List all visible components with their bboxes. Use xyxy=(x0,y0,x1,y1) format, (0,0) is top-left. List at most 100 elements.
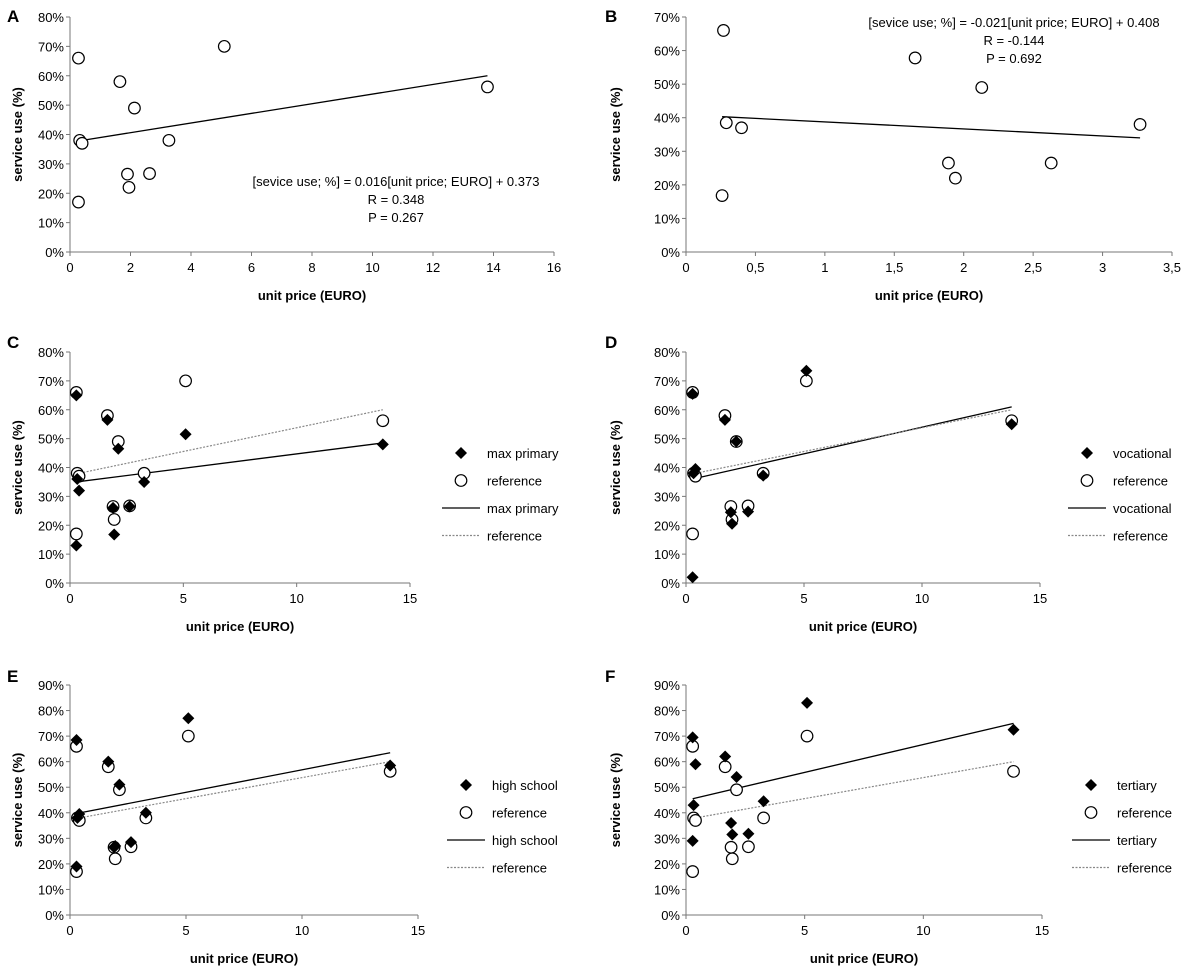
y-tick-label: 70% xyxy=(654,729,680,744)
x-tick-label: 5 xyxy=(180,591,187,606)
regression-annotation: [sevice use; %] = 0.016[unit price; EURO… xyxy=(253,174,540,189)
data-point-diamond xyxy=(70,733,83,746)
data-point-circle xyxy=(1007,764,1020,778)
y-tick-label: 50% xyxy=(654,780,680,795)
data-point-circle xyxy=(69,527,83,541)
data-point-diamond xyxy=(719,750,732,763)
data-point-diamond xyxy=(800,364,813,377)
y-tick-label: 60% xyxy=(38,69,64,84)
x-tick-label: 15 xyxy=(1035,923,1049,938)
y-tick-label: 40% xyxy=(38,128,64,143)
data-point-circle xyxy=(75,136,89,150)
x-axis-title: unit price (EURO) xyxy=(258,288,366,303)
data-point-circle xyxy=(1133,118,1147,131)
panel-label: E xyxy=(7,667,18,686)
x-tick-label: 3,5 xyxy=(1163,260,1181,275)
data-point-diamond xyxy=(742,505,755,518)
data-point-circle xyxy=(908,51,922,65)
x-tick-label: 1 xyxy=(821,260,828,275)
y-tick-label: 30% xyxy=(654,144,680,159)
data-point-diamond xyxy=(182,712,195,725)
y-tick-label: 90% xyxy=(654,678,680,693)
data-point-diamond xyxy=(757,795,770,808)
y-tick-label: 40% xyxy=(654,111,680,126)
x-tick-label: 5 xyxy=(182,923,189,938)
data-point-diamond xyxy=(138,475,151,488)
regression-annotation: P = 0.267 xyxy=(368,210,424,225)
y-axis-title: service use (%) xyxy=(608,753,623,848)
x-tick-label: 15 xyxy=(403,591,417,606)
legend-circle-marker xyxy=(454,474,468,487)
y-tick-label: 20% xyxy=(654,857,680,872)
legend-label: reference xyxy=(487,474,542,489)
legend-label: high school xyxy=(492,778,558,793)
data-point-circle xyxy=(975,81,989,94)
data-point-diamond xyxy=(686,571,699,584)
data-point-diamond xyxy=(742,827,755,840)
y-axis-title: service use (%) xyxy=(608,420,623,515)
y-axis-title: service use (%) xyxy=(10,420,25,515)
data-point-circle xyxy=(730,783,743,797)
regression-annotation: R = 0.348 xyxy=(368,192,425,207)
panel-c: C 0% 10% 20% 30% 40% 50% 60% 70% 80% 0 5 10 15 unit pr… xyxy=(7,333,559,634)
y-tick-label: 0% xyxy=(45,908,64,923)
data-point-circle xyxy=(481,80,494,94)
legend-label: max primary xyxy=(487,501,559,516)
y-axis-title: service use (%) xyxy=(10,87,25,182)
x-tick-label: 0 xyxy=(66,591,73,606)
y-tick-label: 60% xyxy=(654,44,680,59)
data-point-diamond xyxy=(689,758,702,771)
data-point-diamond xyxy=(101,413,114,426)
x-tick-label: 0 xyxy=(66,260,73,275)
legend-label: reference xyxy=(1117,861,1172,876)
panel-a: A 0% 10% 20% 30% 40% 50% 60% 70% 80% 0 2 4 6 8 10 12 14 16… xyxy=(7,7,561,303)
y-tick-label: 80% xyxy=(38,10,64,25)
data-point-circle xyxy=(724,840,738,854)
x-tick-label: 1,5 xyxy=(885,260,903,275)
legend-label: reference xyxy=(1117,806,1172,821)
x-tick-label: 0,5 xyxy=(746,260,764,275)
legend-label: reference xyxy=(1113,529,1168,544)
data-point-circle xyxy=(718,760,732,774)
y-tick-label: 30% xyxy=(38,489,64,504)
y-tick-label: 10% xyxy=(38,216,64,231)
data-point-diamond xyxy=(125,836,138,849)
x-tick-label: 6 xyxy=(248,260,255,275)
data-point-diamond xyxy=(686,731,699,744)
data-point-diamond xyxy=(109,840,122,852)
y-tick-label: 30% xyxy=(654,489,680,504)
y-tick-label: 90% xyxy=(38,678,64,693)
y-tick-label: 20% xyxy=(654,518,680,533)
regression-annotation: P = 0.692 xyxy=(986,51,1042,66)
x-tick-label: 2,5 xyxy=(1024,260,1042,275)
y-tick-label: 50% xyxy=(38,432,64,447)
legend-diamond-marker xyxy=(1085,779,1097,791)
data-point-circle xyxy=(715,189,729,203)
regression-annotation: [sevice use; %] = -0.021[unit price; EUR… xyxy=(868,15,1159,30)
data-point-circle xyxy=(122,180,136,194)
data-point-circle xyxy=(162,133,176,147)
data-point-circle xyxy=(376,414,390,428)
x-tick-label: 14 xyxy=(486,260,500,275)
legend-diamond-marker xyxy=(460,779,472,791)
y-tick-label: 80% xyxy=(654,704,680,719)
data-point-diamond xyxy=(1007,723,1020,736)
legend-circle-marker xyxy=(459,806,473,819)
x-tick-label: 10 xyxy=(289,591,303,606)
x-tick-label: 2 xyxy=(960,260,967,275)
data-point-diamond xyxy=(112,442,125,455)
data-point-circle xyxy=(742,840,755,854)
data-point-circle xyxy=(72,51,85,65)
y-tick-label: 10% xyxy=(654,882,680,897)
reference-trendline xyxy=(76,409,383,475)
x-tick-label: 15 xyxy=(411,923,425,938)
panel-f: F 0% 10% 20% 30% 40% 50% 60% 70% 80% 90% 0 5 10 15 unit… xyxy=(605,667,1172,966)
data-point-diamond xyxy=(70,389,83,402)
panel-label: F xyxy=(605,667,615,686)
data-point-circle xyxy=(799,374,813,388)
y-tick-label: 10% xyxy=(654,211,680,226)
data-point-diamond xyxy=(725,817,738,829)
data-point-circle xyxy=(719,116,733,130)
x-axis-title: unit price (EURO) xyxy=(875,288,983,303)
data-point-circle xyxy=(948,171,962,185)
